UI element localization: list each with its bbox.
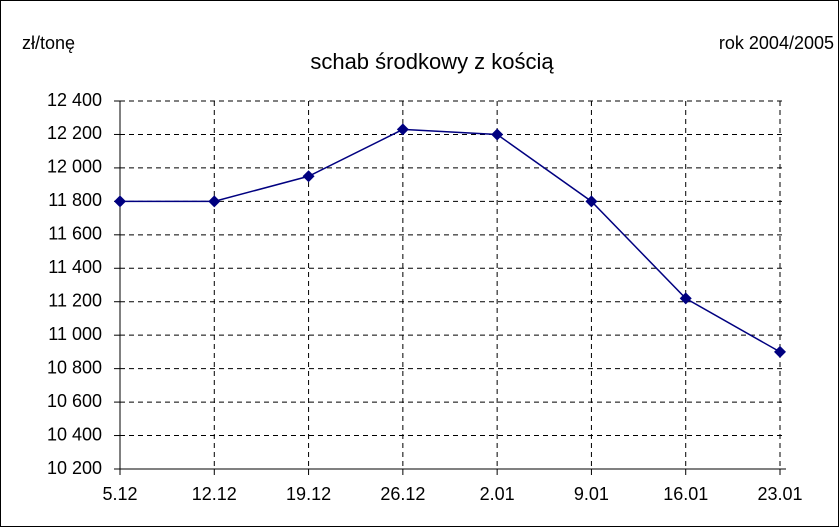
y-tick-label: 11 400 bbox=[48, 257, 102, 277]
y-tick-label: 10 800 bbox=[47, 357, 102, 377]
y-tick-label: 12 200 bbox=[47, 123, 102, 143]
y-axis-label: zł/tonę bbox=[22, 33, 75, 53]
data-marker bbox=[491, 128, 504, 141]
x-tick-label: 19.12 bbox=[286, 484, 331, 504]
annotation: rok 2004/2005 bbox=[719, 33, 834, 53]
y-tick-label: 11 600 bbox=[48, 224, 102, 244]
x-tick-label: 26.12 bbox=[380, 484, 425, 504]
y-tick-label: 10 400 bbox=[47, 424, 102, 444]
y-tick-label: 10 200 bbox=[47, 458, 102, 478]
y-tick-label: 11 000 bbox=[48, 324, 102, 344]
data-marker bbox=[774, 345, 786, 358]
x-tick-label: 12.12 bbox=[192, 484, 237, 504]
x-tick-label: 16.01 bbox=[663, 484, 708, 504]
x-tick-label: 2.01 bbox=[480, 484, 515, 504]
data-line bbox=[120, 128, 781, 353]
data-marker bbox=[585, 195, 598, 208]
x-tick-label: 5.12 bbox=[102, 484, 137, 504]
x-tick-label: 23.01 bbox=[757, 484, 802, 504]
data-marker bbox=[114, 195, 126, 208]
x-tick-label: 9.01 bbox=[574, 484, 609, 504]
y-tick-label: 10 600 bbox=[47, 391, 102, 411]
y-tick-label: 11 200 bbox=[48, 290, 102, 310]
data-marker bbox=[208, 195, 221, 208]
y-tick-label: 12 400 bbox=[47, 90, 102, 110]
y-tick-label: 12 000 bbox=[47, 157, 102, 177]
data-marker bbox=[396, 123, 409, 136]
chart-title: schab środkowy z kością bbox=[310, 49, 554, 74]
y-tick-label: 11 800 bbox=[48, 190, 102, 210]
data-marker bbox=[679, 292, 692, 305]
data-marker bbox=[302, 170, 315, 183]
